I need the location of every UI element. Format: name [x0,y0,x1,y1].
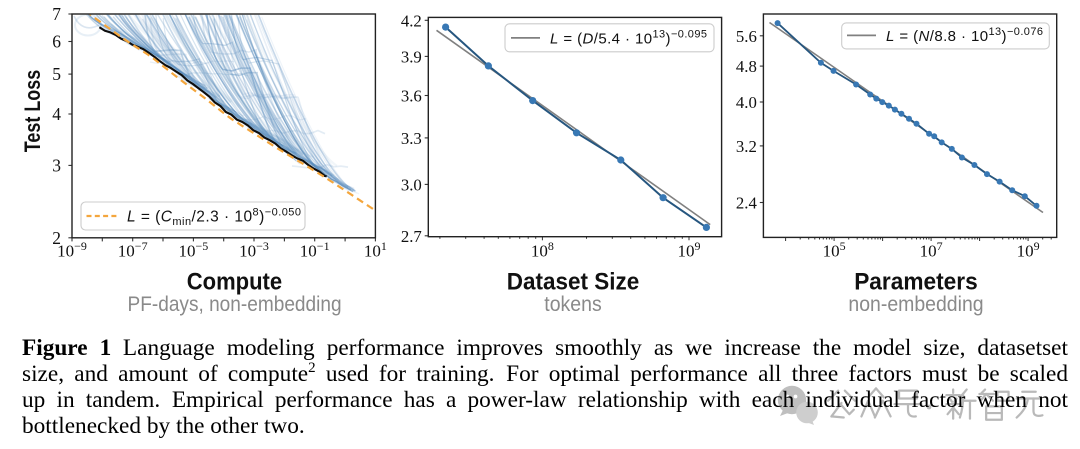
svg-text:L = (N/8.8 · 1013)−0.076: L = (N/8.8 · 1013)−0.076 [886,26,1043,45]
svg-text:5: 5 [52,64,61,84]
svg-text:Dataset Size: Dataset Size [507,269,639,296]
svg-text:L = (D/5.4 · 1013)−0.095: L = (D/5.4 · 1013)−0.095 [550,28,707,47]
svg-text:Compute: Compute [187,269,282,296]
svg-text:3.0: 3.0 [401,175,422,194]
svg-text:7: 7 [52,4,61,24]
svg-text:2.7: 2.7 [401,227,422,246]
svg-text:non-embedding: non-embedding [848,293,983,316]
svg-text:3.2: 3.2 [736,137,757,156]
svg-text:3: 3 [52,155,61,175]
svg-text:2: 2 [52,228,61,248]
svg-text:6: 6 [52,32,61,52]
svg-text:Test Loss: Test Loss [20,70,45,152]
svg-text:2.4: 2.4 [736,194,758,213]
svg-text:tokens: tokens [544,293,601,316]
svg-text:4.0: 4.0 [736,93,757,112]
svg-text:3.3: 3.3 [401,129,422,148]
svg-text:3.6: 3.6 [401,87,422,106]
svg-text:4.2: 4.2 [401,11,422,30]
svg-text:5.6: 5.6 [736,27,757,46]
svg-text:PF-days, non-embedding: PF-days, non-embedding [128,293,342,316]
svg-text:4: 4 [52,104,61,124]
svg-text:Parameters: Parameters [854,269,978,296]
svg-text:3.9: 3.9 [401,47,422,66]
svg-text:4.8: 4.8 [736,57,757,76]
